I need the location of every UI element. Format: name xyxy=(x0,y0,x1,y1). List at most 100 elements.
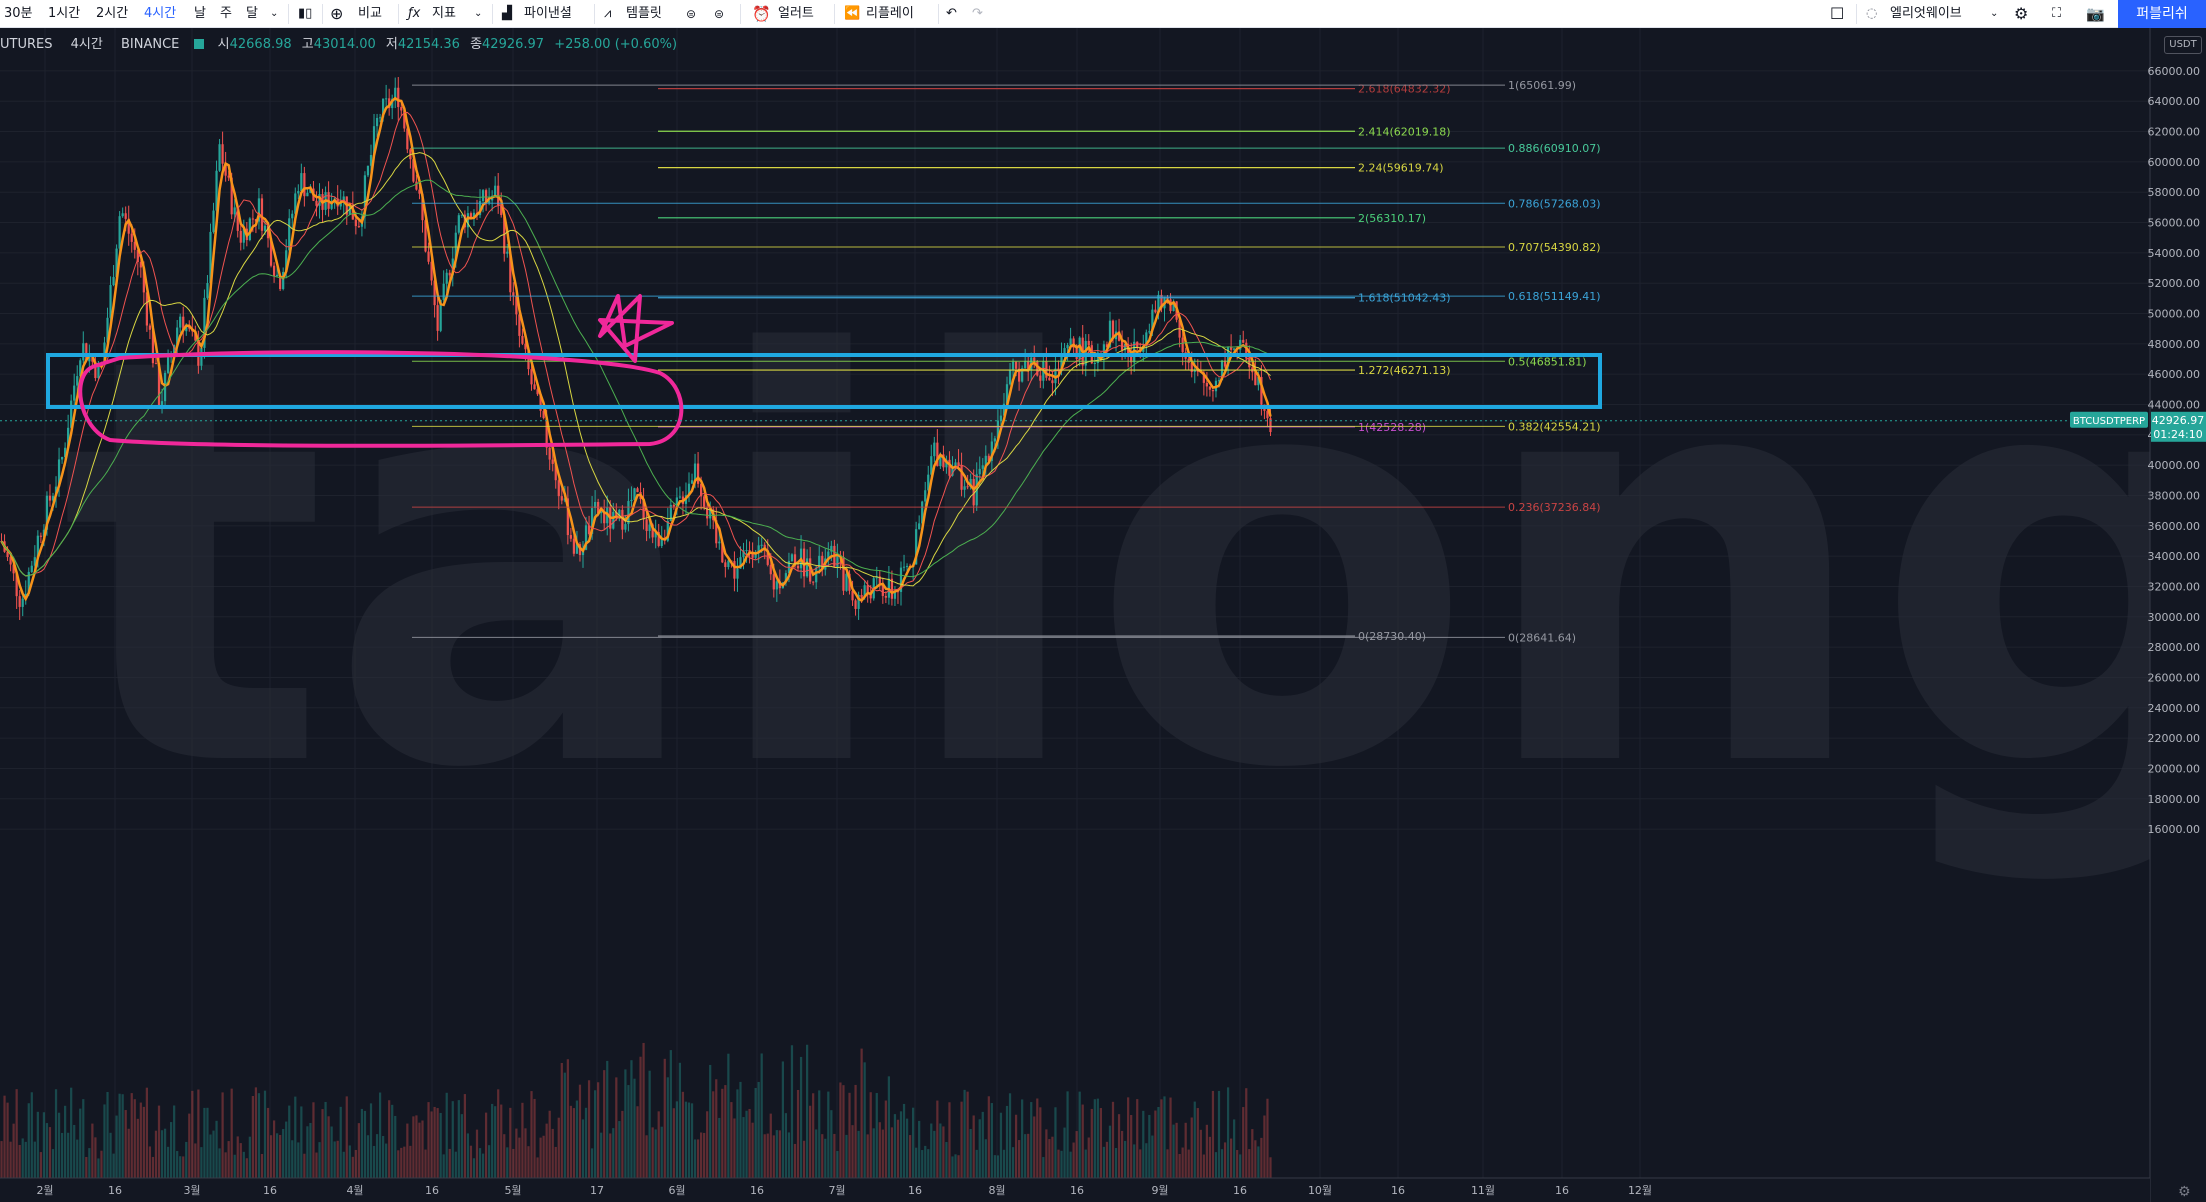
dashed-circle-icon[interactable]: ◌ xyxy=(1866,6,1878,21)
symbol-label[interactable]: UTURES xyxy=(0,37,53,52)
volume-bar xyxy=(1211,1090,1215,1178)
candle-body xyxy=(1039,375,1042,381)
alarm-clock-icon[interactable]: ⏰ xyxy=(752,5,771,23)
templates-button[interactable]: 템플릿 xyxy=(626,6,662,21)
y-tick-label: 34000.00 xyxy=(2148,550,2201,563)
volume-bar xyxy=(54,1089,58,1178)
template-icon[interactable]: ⩘ xyxy=(604,6,612,21)
toolbar-divider xyxy=(834,4,835,24)
exchange-label[interactable]: BINANCE xyxy=(120,37,180,52)
interval-1h[interactable]: 1시간 xyxy=(48,6,81,21)
replay-icon[interactable]: ⏪ xyxy=(844,6,861,21)
volume-bar xyxy=(1008,1093,1012,1178)
publish-button[interactable]: 퍼블리쉬 xyxy=(2118,0,2206,28)
redo-icon[interactable]: ↷ xyxy=(972,6,983,21)
settings-icon[interactable]: ⚙ xyxy=(2178,1184,2191,1200)
interval-label[interactable]: 4시간 xyxy=(70,37,103,52)
candle-body xyxy=(279,274,282,290)
bar-chart-icon[interactable]: ▟ xyxy=(502,6,512,21)
volume-bar xyxy=(309,1122,312,1178)
candle-body xyxy=(618,509,621,519)
top-toolbar: 30분 1시간 2시간 4시간 날 주 달 ⌄ ▮▯ ⊕ 비교 ƒx 지표 ⌄ … xyxy=(0,0,2206,28)
volume-bar xyxy=(1139,1149,1142,1178)
volume-bar xyxy=(230,1088,233,1178)
compare-button[interactable]: 비교 xyxy=(358,6,382,21)
candle-body xyxy=(512,292,515,296)
interval-4h[interactable]: 4시간 xyxy=(144,6,177,21)
candle-body xyxy=(542,410,545,419)
checkbox-icon[interactable]: ☐ xyxy=(1830,4,1845,23)
volume-bar xyxy=(1111,1101,1115,1178)
interval-day[interactable]: 날 xyxy=(194,6,206,21)
gear-icon[interactable]: ⚙ xyxy=(2014,4,2029,23)
camera-icon[interactable]: 📷 xyxy=(2086,5,2105,23)
candle-body xyxy=(354,219,357,227)
price-chart[interactable]: tailong 2.618(64832.32) 2.414(62019.18) 2.… xyxy=(0,28,2206,1202)
volume-bar xyxy=(854,1084,857,1178)
undo-icon[interactable]: ↶ xyxy=(946,6,957,21)
fib-retracement-label: 0.5(46851.81) xyxy=(1508,355,1587,368)
candle-body xyxy=(400,107,403,111)
volume-bar xyxy=(1066,1091,1069,1178)
indicator-fx-icon[interactable]: ƒx xyxy=(408,6,421,21)
candle-body xyxy=(388,98,391,109)
candle-type-icon[interactable]: ▮▯ xyxy=(298,6,313,21)
volume-bar xyxy=(636,1106,639,1178)
interval-week[interactable]: 주 xyxy=(220,6,232,21)
x-tick-label: 3월 xyxy=(183,1184,200,1197)
y-tick-label: 62000.00 xyxy=(2148,126,2201,139)
volume-bar xyxy=(118,1093,121,1178)
candle-body xyxy=(403,110,406,129)
x-tick-label: 2월 xyxy=(36,1184,53,1197)
interval-30m[interactable]: 30분 xyxy=(4,6,33,21)
candle-body xyxy=(990,441,993,461)
candle-body xyxy=(1233,348,1236,350)
symbol-tag[interactable] xyxy=(2070,411,2148,428)
volume-bar xyxy=(403,1146,406,1178)
volume-bar xyxy=(378,1092,382,1178)
volume-bar xyxy=(342,1151,345,1178)
layout-icon[interactable]: ⊜ xyxy=(714,7,725,21)
volume-bar xyxy=(206,1107,209,1178)
volume-bar xyxy=(209,1134,212,1178)
candle-body xyxy=(1027,361,1030,371)
plus-circle-icon[interactable]: ⊕ xyxy=(330,4,344,23)
highlight-ellipse-pink xyxy=(78,350,684,448)
indicators-button[interactable]: 지표 xyxy=(432,6,456,21)
volume-bar xyxy=(85,1156,88,1178)
volume-bar xyxy=(478,1148,482,1178)
volume-bar xyxy=(666,1077,669,1178)
candle-body xyxy=(690,480,694,484)
candle-body xyxy=(1242,339,1245,343)
interval-2h[interactable]: 2시간 xyxy=(96,6,129,21)
chevron-down-icon[interactable]: ⌄ xyxy=(270,8,279,19)
interval-month[interactable]: 달 xyxy=(246,6,258,21)
layout-icon[interactable]: ⊜ xyxy=(686,7,697,21)
x-tick-label: 16 xyxy=(263,1184,277,1197)
volume-bar xyxy=(82,1099,85,1178)
fullscreen-icon[interactable]: ⛶ xyxy=(2052,6,2062,21)
financials-button[interactable]: 파이낸셜 xyxy=(524,6,572,21)
chevron-down-icon[interactable]: ⌄ xyxy=(474,8,483,19)
volume-bar xyxy=(294,1096,297,1178)
volume-bar xyxy=(179,1156,182,1178)
elliott-wave-button[interactable]: 엘리엇웨이브 xyxy=(1890,6,1962,21)
volume-bar xyxy=(709,1064,712,1178)
candle-body xyxy=(1151,309,1154,332)
candle-body xyxy=(557,480,560,497)
price-unit-badge[interactable]: USDT xyxy=(2164,36,2202,54)
candle-body xyxy=(584,525,588,550)
volume-bar xyxy=(60,1132,64,1178)
volume-bar xyxy=(990,1103,993,1178)
alert-button[interactable]: 얼러트 xyxy=(778,6,814,21)
volume-bar xyxy=(151,1156,155,1178)
volume-bar xyxy=(303,1153,306,1178)
chevron-down-icon[interactable]: ⌄ xyxy=(1990,8,1999,19)
volume-bar xyxy=(1081,1104,1084,1178)
volume-bar xyxy=(1090,1108,1093,1178)
y-tick-label: 48000.00 xyxy=(2148,338,2201,351)
y-tick-label: 54000.00 xyxy=(2148,247,2201,260)
volume-bar xyxy=(887,1076,890,1178)
replay-button[interactable]: 리플레이 xyxy=(866,6,914,21)
volume-bar xyxy=(366,1135,370,1178)
